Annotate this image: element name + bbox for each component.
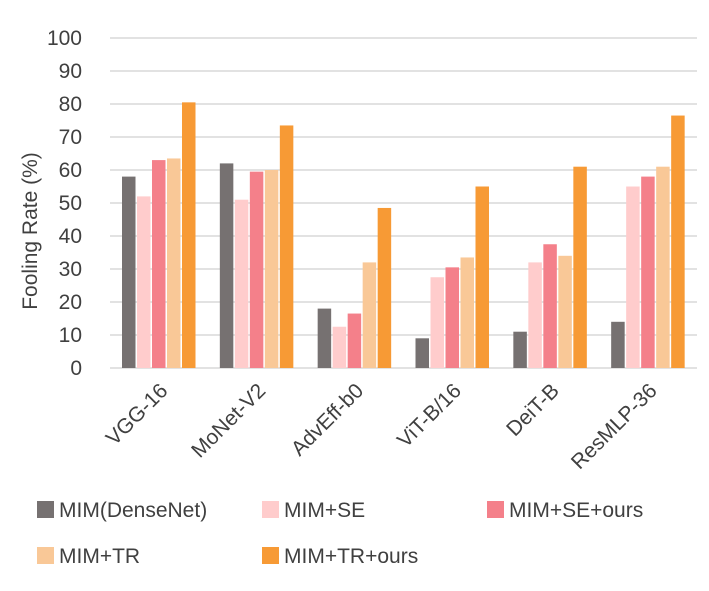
legend-swatch <box>37 547 54 564</box>
gridlines <box>110 37 697 369</box>
bar <box>430 277 444 368</box>
legend-label: MIM+SE <box>284 499 365 522</box>
bar <box>122 176 136 368</box>
bar <box>249 171 264 368</box>
legend-label: MIM+SE+ours <box>509 499 643 522</box>
y-tick-label: 10 <box>59 324 82 347</box>
legend-swatch <box>487 501 504 518</box>
y-tick-label: 0 <box>70 357 82 380</box>
legend-swatch <box>262 501 279 518</box>
bar <box>656 166 670 368</box>
y-tick-label: 20 <box>59 291 82 314</box>
y-tick-label: 70 <box>59 126 82 149</box>
y-tick-label: 80 <box>59 93 82 116</box>
bar <box>332 326 347 368</box>
bar <box>558 255 572 368</box>
bar <box>528 262 542 368</box>
bar <box>219 163 234 368</box>
bar <box>475 186 489 368</box>
y-tick-label: 60 <box>59 159 82 182</box>
bar <box>573 166 587 368</box>
bar <box>137 196 151 368</box>
bar <box>234 199 249 368</box>
bars <box>122 102 685 368</box>
y-tick-label: 50 <box>59 192 82 215</box>
legend-swatch <box>37 501 54 518</box>
bar <box>279 125 294 368</box>
bar <box>264 170 279 368</box>
bar <box>611 321 625 368</box>
legend-label: MIM+TR+ours <box>284 545 418 568</box>
bar <box>377 207 392 368</box>
y-axis-ticks: 0 10 20 30 40 50 60 70 80 90 100 <box>47 27 82 380</box>
bar <box>460 257 474 368</box>
legend-swatch <box>262 547 279 564</box>
bar <box>671 115 685 368</box>
x-axis-ticks: VGG-16 MoNet-V2 AdvEff-b0 ViT-B/16 DeiT-B Res… <box>102 379 662 474</box>
y-tick-label: 30 <box>59 258 82 281</box>
y-tick-label: 40 <box>59 225 82 248</box>
bar <box>543 244 557 368</box>
bar <box>513 331 527 368</box>
y-tick-label: 90 <box>59 60 82 83</box>
bar <box>317 308 332 368</box>
bar <box>347 313 362 368</box>
y-tick-label: 100 <box>47 27 82 50</box>
x-tick-label: ResMLP-36 <box>567 379 662 474</box>
legend-label: MIM+TR <box>59 545 140 568</box>
x-tick-label: MoNet-V2 <box>187 379 270 462</box>
y-axis-label: Fooling Rate (%) <box>19 152 42 310</box>
bar <box>167 158 181 368</box>
bar <box>415 338 429 368</box>
bar <box>362 262 377 368</box>
x-tick-label: DeiT-B <box>502 379 564 441</box>
x-tick-label: AdvEff-b0 <box>287 379 368 460</box>
bar <box>641 176 655 368</box>
bar <box>626 186 640 368</box>
bar <box>445 267 459 368</box>
legend: MIM(DenseNet) MIM+SE MIM+SE+ours MIM+TR MIM+… <box>37 499 643 568</box>
x-tick-label: ViT-B/16 <box>393 379 466 452</box>
legend-label: MIM(DenseNet) <box>59 499 207 522</box>
x-tick-label: VGG-16 <box>102 379 173 450</box>
bar <box>152 160 166 368</box>
bar <box>182 102 196 368</box>
